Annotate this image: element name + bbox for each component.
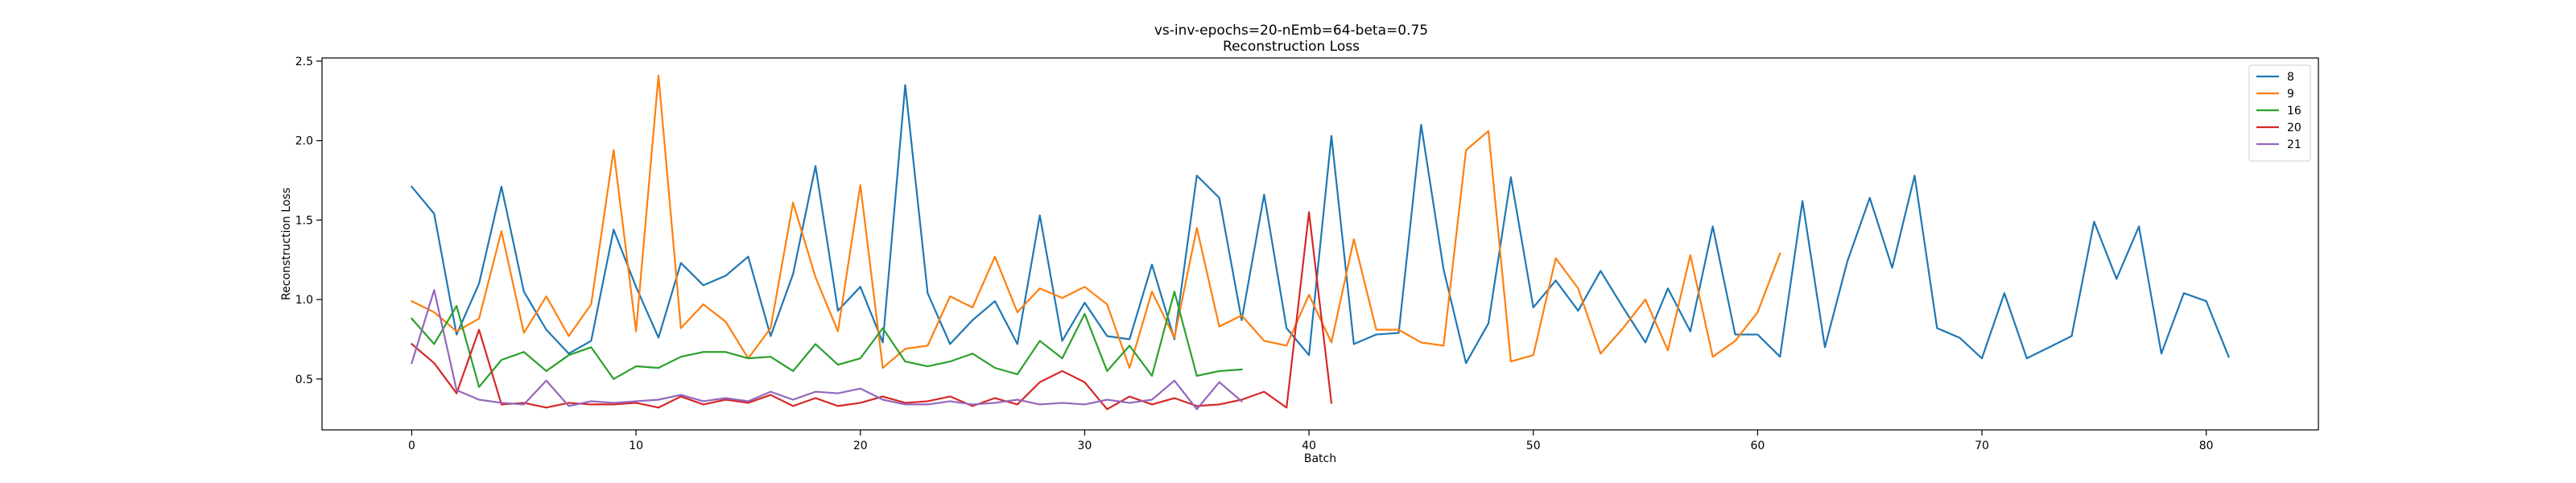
legend-label-20: 20 <box>2287 122 2301 134</box>
series-line-21 <box>411 289 1244 411</box>
x-tick-label: 30 <box>1078 440 1092 452</box>
series-line-8 <box>410 84 2230 365</box>
legend-label-21: 21 <box>2287 138 2301 151</box>
plot-frame <box>321 57 2319 431</box>
x-axis-label: Batch <box>1304 452 1336 465</box>
legend-label-8: 8 <box>2287 71 2294 84</box>
x-tick-label: 60 <box>1750 440 1765 452</box>
x-tick-label: 40 <box>1302 440 1316 452</box>
y-tick-label: 2.0 <box>295 135 313 148</box>
x-tick-label: 50 <box>1526 440 1541 452</box>
y-axis-label: Reconstruction Loss <box>280 188 293 300</box>
x-tick-label: 0 <box>408 440 415 452</box>
legend-label-16: 16 <box>2287 105 2301 118</box>
legend: 8 9 16 20 21 <box>2248 64 2311 162</box>
x-tick-label: 70 <box>1975 440 1989 452</box>
series-line-9 <box>410 74 1781 369</box>
y-tick-label: 0.5 <box>295 374 313 386</box>
y-tick-label: 1.5 <box>295 214 313 227</box>
legend-box <box>2248 64 2311 162</box>
y-tick-label: 2.5 <box>295 56 313 68</box>
series-line-20 <box>410 211 1333 411</box>
y-axis: 0.5 1.0 1.5 2.0 2.5 <box>295 56 322 386</box>
chart-title: vs-inv-epochs=20-nEmb=64-beta=0.75 <box>1154 23 1428 39</box>
x-tick-label: 10 <box>629 440 643 452</box>
series-line-16 <box>410 291 1243 388</box>
legend-label-9: 9 <box>2287 88 2294 101</box>
y-tick-label: 1.0 <box>295 294 313 307</box>
x-axis: 0 10 20 30 40 50 60 70 80 <box>408 430 2214 452</box>
plot-series <box>410 74 2230 411</box>
chart-subtitle: Reconstruction Loss <box>1223 39 1360 55</box>
x-tick-label: 20 <box>853 440 868 452</box>
x-tick-label: 80 <box>2199 440 2214 452</box>
